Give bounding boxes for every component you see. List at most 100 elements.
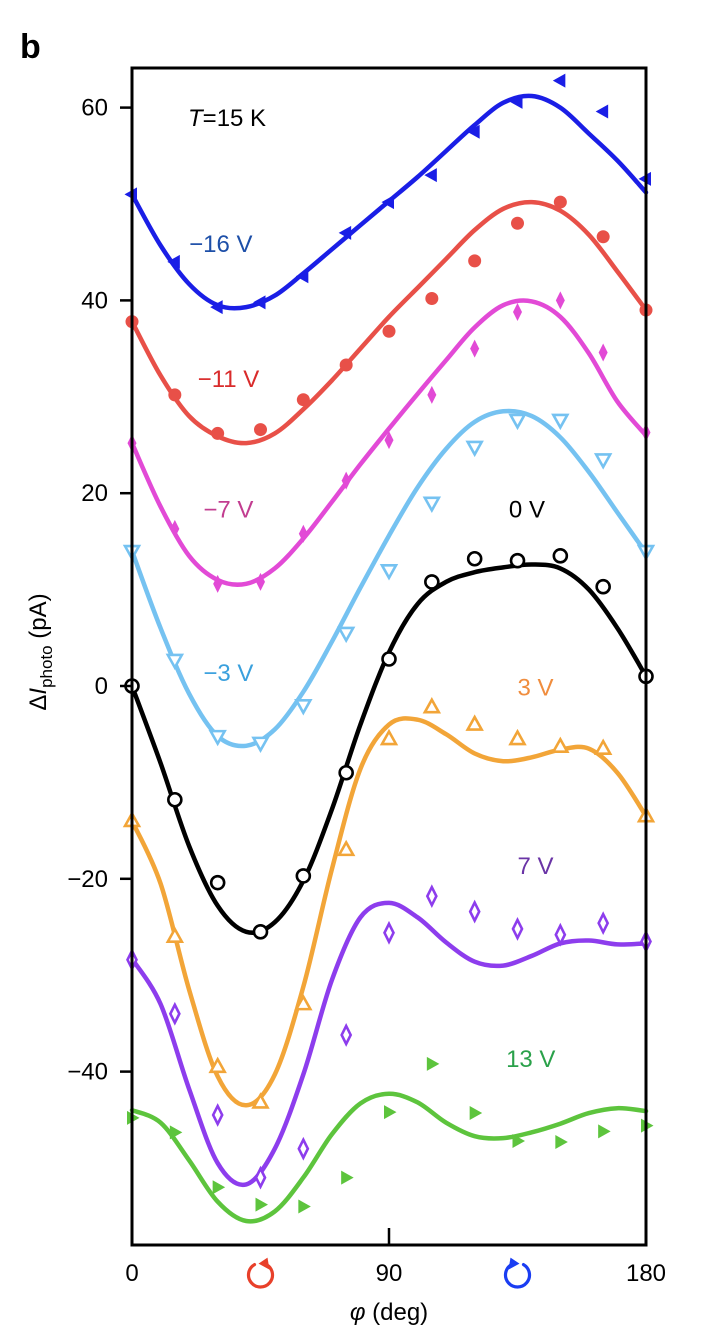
data-point-7v (211, 1103, 224, 1127)
series-label-7v: 7 V (518, 853, 554, 880)
data-point-13v (512, 1134, 525, 1149)
data-point-7v (340, 1023, 353, 1047)
series-label-16v: −16 V (189, 231, 252, 258)
data-point-7v (427, 385, 437, 404)
fit-curve-0v (129, 562, 649, 935)
clockwise-rotation-icon (503, 1257, 532, 1289)
y-axis-symbol: I (25, 688, 52, 695)
data-point-16v (253, 295, 266, 310)
x-tick-label: 90 (376, 1260, 403, 1287)
data-point-3v (465, 714, 484, 731)
data-point-16v (424, 168, 437, 183)
data-point-11v (211, 426, 225, 440)
clockwise-rotation-arc (503, 1263, 532, 1289)
data-point-3v (379, 728, 399, 746)
series-label-11v: −11 V (198, 366, 260, 393)
data-point-0v (381, 651, 397, 667)
data-point-7v (297, 1136, 310, 1161)
series-labels: −16 V −11 V −7 V −3 V 0 V 3 V 7 V 13 V (189, 231, 555, 1073)
panel-letter: b (20, 28, 41, 66)
y-axis-title: ΔIphoto (pA) (25, 593, 56, 710)
data-point-7v (170, 519, 180, 538)
data-point-7v (511, 917, 524, 941)
data-point-13v (555, 1134, 568, 1149)
data-point-11v (168, 388, 182, 402)
series-label-0v: 0 V (509, 496, 545, 523)
data-point-13v (298, 1199, 311, 1214)
data-point-0v (295, 868, 312, 884)
data-point-7v (298, 524, 308, 543)
fit-curve-13v (129, 1091, 649, 1224)
data-point-16v (210, 300, 223, 315)
series-label-3v: −3 V (203, 660, 253, 687)
y-axis-subscript: photo (37, 645, 56, 688)
markers-3v (122, 697, 656, 1109)
x-axis-title: φ (deg) (350, 1299, 428, 1326)
data-point-3v (165, 653, 185, 671)
data-point-0v (252, 924, 269, 940)
data-point-7v (254, 1165, 267, 1190)
data-point-3v (251, 1092, 270, 1109)
data-point-16v (510, 94, 523, 109)
data-point-3v (593, 453, 613, 470)
data-point-11v (339, 358, 353, 372)
data-point-7v (598, 343, 608, 362)
data-point-0v (466, 550, 483, 567)
data-point-16v (467, 124, 480, 139)
data-point-3v (422, 496, 442, 514)
data-point-11v (425, 291, 439, 305)
x-axis-ticks: 0 90 180 (125, 1228, 666, 1287)
data-point-13v (212, 1180, 226, 1195)
data-point-3v (551, 413, 570, 431)
markers-16v (124, 73, 651, 315)
data-point-7v (597, 911, 610, 936)
data-point-0v (552, 548, 569, 564)
data-point-11v (296, 393, 310, 407)
y-axis-prefix: Δ (25, 695, 52, 711)
data-point-3v (465, 440, 484, 458)
data-point-3v (336, 626, 356, 644)
data-point-7v (383, 920, 395, 945)
data-point-7v (425, 884, 438, 909)
y-axis-unit: (pA) (25, 593, 52, 645)
data-point-7v (256, 572, 265, 591)
data-point-11v (596, 230, 610, 244)
data-point-16v (167, 254, 180, 269)
data-point-0v (167, 791, 183, 808)
markers-7v (127, 291, 651, 593)
y-tick-label: −40 (67, 1059, 108, 1086)
y-tick-label: −20 (67, 866, 108, 893)
data-point-13v (598, 1124, 611, 1139)
data-point-13v (469, 1106, 483, 1121)
y-tick-label: 60 (81, 95, 108, 122)
fit-curve-3v (129, 716, 649, 1108)
x-tick-label: 180 (626, 1260, 666, 1287)
data-point-7v (555, 291, 565, 310)
data-point-3v (208, 1056, 227, 1074)
temperature-annotation: T=15 K (188, 105, 266, 132)
series-label-7v: −7 V (203, 496, 253, 523)
data-point-13v (169, 1125, 183, 1140)
counterclockwise-rotation-arrowhead (258, 1257, 270, 1270)
data-point-3v (379, 564, 399, 581)
data-point-16v (552, 73, 566, 88)
series-label-13v: 13 V (506, 1046, 555, 1073)
temperature-value: =15 K (203, 105, 266, 132)
data-point-3v (336, 839, 356, 857)
data-point-16v (595, 104, 609, 119)
data-point-11v (468, 254, 482, 268)
data-point-7v (554, 922, 567, 947)
data-point-16v (381, 195, 394, 210)
data-point-11v (553, 195, 567, 209)
data-point-13v (426, 1056, 440, 1071)
data-point-3v (508, 728, 527, 746)
y-tick-label: 40 (81, 287, 108, 314)
data-point-3v (251, 736, 270, 754)
data-point-7v (341, 471, 351, 490)
y-tick-label: 20 (81, 480, 108, 507)
data-point-3v (294, 993, 313, 1011)
data-point-7v (168, 1001, 181, 1026)
x-axis-icons (246, 1257, 532, 1289)
markers-11v (125, 195, 653, 440)
